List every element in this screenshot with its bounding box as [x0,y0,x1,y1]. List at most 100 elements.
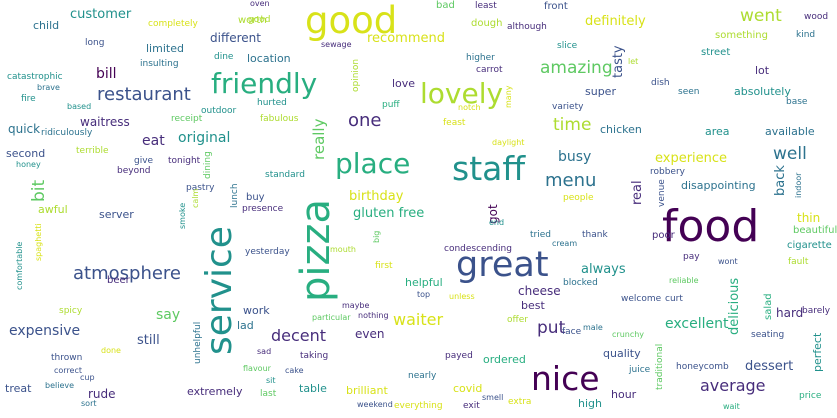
word: traditional [655,343,665,390]
word: buy [246,192,265,203]
word: rude [88,387,116,401]
word: unhelpful [193,321,203,364]
word: curt [665,294,683,304]
word: thank [582,230,608,240]
word: street [701,47,731,58]
word: hard [776,306,804,320]
word: robbery [650,167,685,177]
word: busy [558,149,592,165]
word: say [156,307,181,323]
word: sad [257,347,272,356]
word: disappointing [681,179,756,192]
word: service [199,226,240,355]
word: juice [629,365,651,375]
word: went [740,6,782,26]
word: work [243,304,270,317]
word: last [260,389,277,399]
word: average [700,376,766,395]
word: cigarette [787,240,832,251]
word: available [765,125,815,138]
word: beyond [117,166,151,176]
word: table [299,382,327,395]
word: well [773,144,807,164]
word: nothing [358,311,389,320]
word: although [507,22,547,32]
word: atmosphere [73,263,181,284]
word: food [662,201,760,252]
word: great [456,245,549,285]
word: cake [285,366,304,375]
word: insulting [140,59,179,69]
word: calm [191,188,200,208]
word: receipt [171,114,203,124]
word: honeycomb [676,362,729,372]
word: comfortable [15,241,24,290]
word: quality [603,347,641,360]
word: fault [788,257,809,267]
word: lunch [230,183,240,208]
word: high [578,397,602,410]
word: tonight [168,156,201,166]
word: dough [471,18,503,29]
word: restaurant [97,84,191,105]
word: treat [5,382,32,395]
word: daylight [492,138,525,147]
word: indoor [794,172,803,198]
word: ordered [483,353,526,366]
word: completely [148,19,198,29]
word: barely [802,306,831,316]
word: love [392,77,416,90]
word: decent [271,326,327,345]
word: beautiful [793,225,837,236]
word: top [417,290,431,299]
word: recommend [367,31,445,46]
word: worth [238,15,267,26]
word: thin [797,211,821,225]
word: super [585,85,616,98]
word: yesterday [245,247,290,257]
word: sewage [321,40,352,49]
word: puff [382,100,400,110]
word: base [786,97,808,107]
word: nearly [408,371,437,381]
word: venue [657,179,667,207]
word: different [210,31,261,45]
word: thrown [51,353,83,363]
word: notch [458,103,481,112]
word: flavour [243,364,271,373]
word: presence [242,204,284,214]
word: child [33,19,60,32]
word: long [85,38,105,48]
word: amazing [540,58,613,78]
word: quick [8,122,41,136]
word: standard [265,170,305,180]
word: bill [96,66,117,82]
word: brave [37,83,60,92]
word: real [630,180,645,205]
word: brilliant [346,384,388,397]
word: dish [651,78,670,88]
word: salad [763,293,774,320]
word: fabulous [260,114,299,124]
word: lovely [420,77,504,110]
word: server [99,208,134,221]
word: let [628,57,639,66]
word: catastrophic [7,72,63,82]
word: time [553,115,592,135]
word: extra [508,397,532,407]
word: gluten free [353,206,425,221]
word: weekend [357,400,393,409]
word: end [489,218,505,227]
word: absolutely [734,85,791,98]
word: something [715,30,768,41]
word: still [137,333,160,348]
word: crunchy [612,330,645,339]
word: really [310,118,328,160]
word: front [544,1,568,12]
word: second [6,147,46,160]
word: definitely [585,14,646,29]
word: covid [453,382,483,395]
word: dining [203,151,213,179]
word: ridiculously [41,128,93,138]
